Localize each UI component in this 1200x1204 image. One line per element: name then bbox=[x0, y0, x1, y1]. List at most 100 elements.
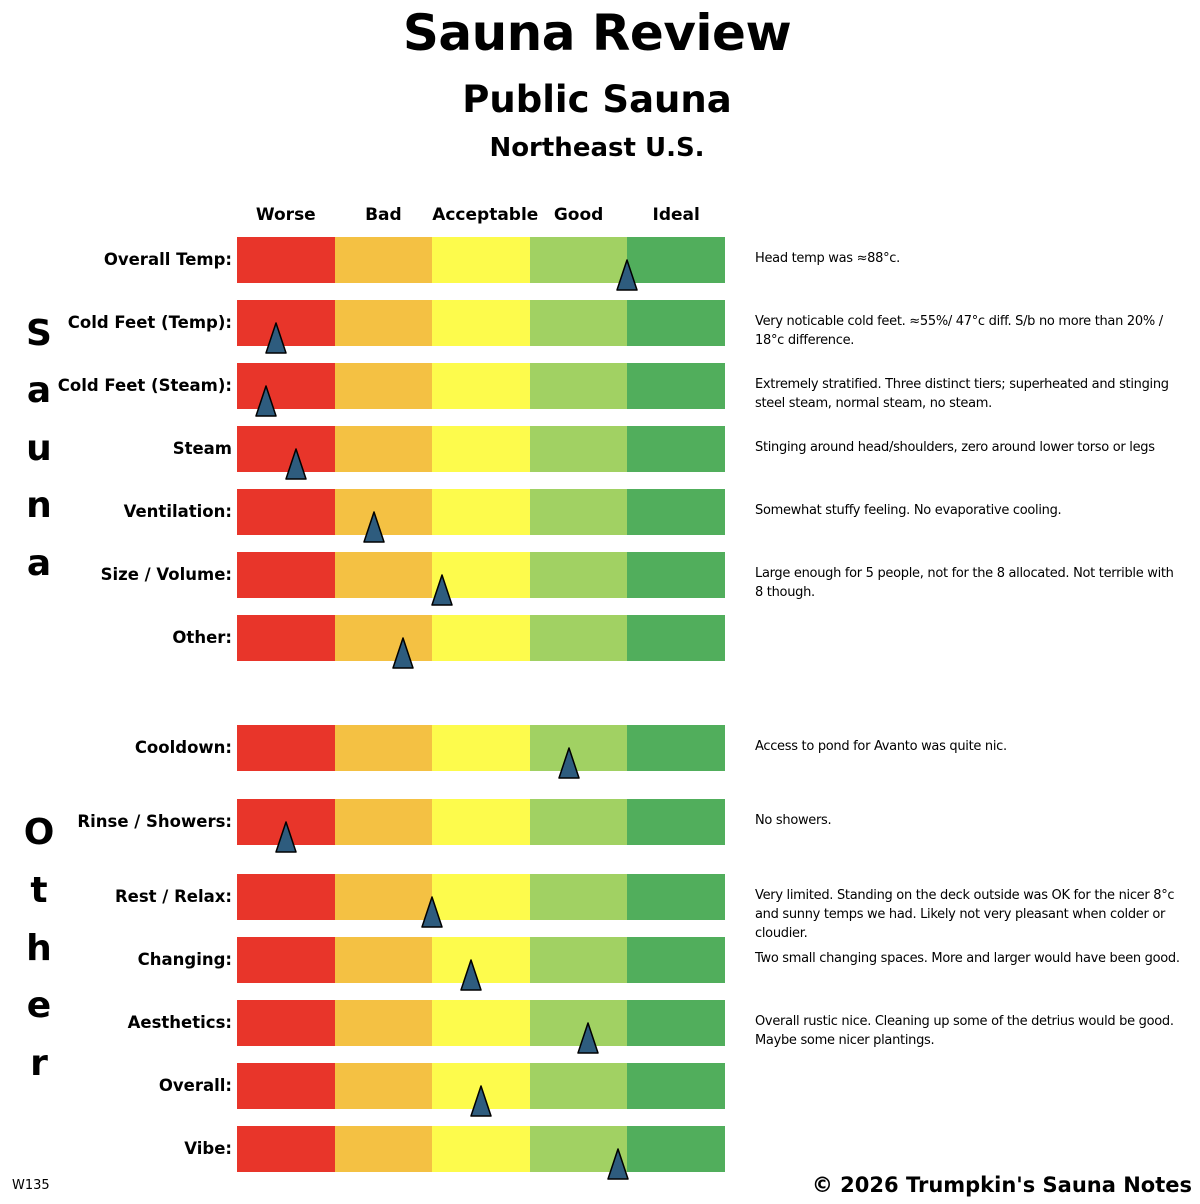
rating-segment-acceptable bbox=[432, 1126, 530, 1172]
row-note: Somewhat stuffy feeling. No evaporative … bbox=[755, 503, 1062, 518]
rating-segment-bad bbox=[334, 363, 433, 409]
image-code: W135 bbox=[12, 1178, 50, 1193]
row-label: Size / Volume: bbox=[100, 565, 232, 584]
row-label: Aesthetics: bbox=[127, 1013, 232, 1032]
rating-segment-ideal bbox=[627, 615, 725, 661]
rating-segment-ideal bbox=[627, 489, 725, 535]
rating-segment-good bbox=[529, 615, 628, 661]
page-title: Sauna Review bbox=[402, 4, 792, 62]
rating-segment-worse bbox=[237, 552, 335, 598]
scale-label-worse: Worse bbox=[255, 205, 316, 225]
rating-segment-bad bbox=[334, 489, 433, 535]
rating-segment-worse bbox=[237, 426, 335, 472]
row-label: Overall Temp: bbox=[103, 250, 232, 269]
rating-segment-ideal bbox=[627, 363, 725, 409]
rating-segment-good bbox=[529, 426, 628, 472]
row-label: Cold Feet (Temp): bbox=[67, 313, 232, 332]
row-label: Vibe: bbox=[184, 1139, 232, 1158]
row-label: Rinse / Showers: bbox=[77, 812, 232, 831]
section-label-letter: t bbox=[30, 870, 48, 911]
rating-segment-acceptable bbox=[432, 725, 530, 771]
scale-label-good: Good bbox=[553, 205, 604, 225]
rating-segment-good bbox=[529, 1063, 628, 1109]
rating-segment-bad bbox=[334, 874, 433, 920]
row-label: Ventilation: bbox=[123, 502, 232, 521]
rating-bar bbox=[237, 237, 725, 283]
rating-segment-bad bbox=[334, 725, 433, 771]
rating-segment-acceptable bbox=[432, 489, 530, 535]
rating-segment-bad bbox=[334, 300, 433, 346]
rating-segment-bad bbox=[334, 1000, 433, 1046]
rating-segment-good bbox=[529, 799, 628, 845]
rating-segment-bad bbox=[334, 1126, 433, 1172]
rating-segment-worse bbox=[237, 237, 335, 283]
row-note: Very limited. Standing on the deck outsi… bbox=[755, 888, 1175, 941]
rating-segment-ideal bbox=[627, 426, 725, 472]
row-note: Extremely stratified. Three distinct tie… bbox=[755, 377, 1169, 411]
row-label: Steam bbox=[172, 439, 232, 458]
rating-segment-acceptable bbox=[432, 426, 530, 472]
row-label: Other: bbox=[172, 628, 232, 647]
scale-label-ideal: Ideal bbox=[652, 205, 700, 225]
rating-segment-ideal bbox=[627, 937, 725, 983]
rating-segment-bad bbox=[334, 1063, 433, 1109]
rating-bar bbox=[237, 489, 725, 535]
rating-segment-bad bbox=[334, 552, 433, 598]
rating-segment-worse bbox=[237, 874, 335, 920]
rating-segment-acceptable bbox=[432, 1000, 530, 1046]
row-label: Rest / Relax: bbox=[114, 887, 232, 906]
rating-segment-bad bbox=[334, 237, 433, 283]
row-note: Stinging around head/shoulders, zero aro… bbox=[755, 440, 1155, 455]
rating-segment-ideal bbox=[627, 1063, 725, 1109]
section-label-letter: n bbox=[26, 485, 52, 526]
row-note: Large enough for 5 people, not for the 8… bbox=[755, 566, 1174, 600]
rating-segment-ideal bbox=[627, 552, 725, 598]
row-note: Head temp was ≈88°c. bbox=[755, 251, 900, 266]
rating-segment-good bbox=[529, 237, 628, 283]
copyright: © 2026 Trumpkin's Sauna Notes bbox=[811, 1173, 1192, 1197]
rating-segment-ideal bbox=[627, 237, 725, 283]
section-label-letter: a bbox=[26, 370, 52, 411]
rating-segment-bad bbox=[334, 615, 433, 661]
rating-segment-acceptable bbox=[432, 300, 530, 346]
rating-segment-acceptable bbox=[432, 552, 530, 598]
section-label-letter: O bbox=[23, 812, 55, 853]
row-label: Changing: bbox=[137, 950, 232, 969]
rating-segment-good bbox=[529, 725, 628, 771]
scale-header: Worse Bad Acceptable Good Ideal bbox=[237, 205, 725, 225]
rating-segment-acceptable bbox=[432, 937, 530, 983]
rating-bar bbox=[237, 874, 725, 920]
row-label: Overall: bbox=[158, 1076, 232, 1095]
row-note: Very noticable cold feet. ≈55%/ 47°c dif… bbox=[755, 314, 1163, 348]
section-label-letter: e bbox=[26, 985, 52, 1026]
location-label: Northeast U.S. bbox=[489, 133, 705, 163]
section-label-letter: S bbox=[26, 313, 52, 354]
scale-label-bad: Bad bbox=[365, 205, 402, 225]
rating-bar bbox=[237, 725, 725, 771]
rating-segment-good bbox=[529, 552, 628, 598]
rating-segment-good bbox=[529, 937, 628, 983]
rating-bar bbox=[237, 1126, 725, 1172]
rating-bar bbox=[237, 300, 725, 346]
rating-segment-bad bbox=[334, 799, 433, 845]
row-note: Two small changing spaces. More and larg… bbox=[755, 951, 1180, 966]
rating-segment-worse bbox=[237, 1000, 335, 1046]
rating-bar bbox=[237, 426, 725, 472]
rating-segment-worse bbox=[237, 363, 335, 409]
rating-segment-acceptable bbox=[432, 363, 530, 409]
rating-segment-worse bbox=[237, 1126, 335, 1172]
rating-segment-good bbox=[529, 1126, 628, 1172]
rating-segment-ideal bbox=[627, 799, 725, 845]
rating-segment-good bbox=[529, 363, 628, 409]
rating-bar bbox=[237, 937, 725, 983]
rating-segment-bad bbox=[334, 937, 433, 983]
rating-bar bbox=[237, 1000, 725, 1046]
rating-segment-worse bbox=[237, 937, 335, 983]
row-note: Access to pond for Avanto was quite nic. bbox=[755, 739, 1007, 754]
rating-bar bbox=[237, 799, 725, 845]
rating-segment-ideal bbox=[627, 1126, 725, 1172]
rating-bar bbox=[237, 363, 725, 409]
rating-segment-good bbox=[529, 1000, 628, 1046]
section-label-letter: a bbox=[26, 543, 52, 584]
rating-segment-good bbox=[529, 489, 628, 535]
